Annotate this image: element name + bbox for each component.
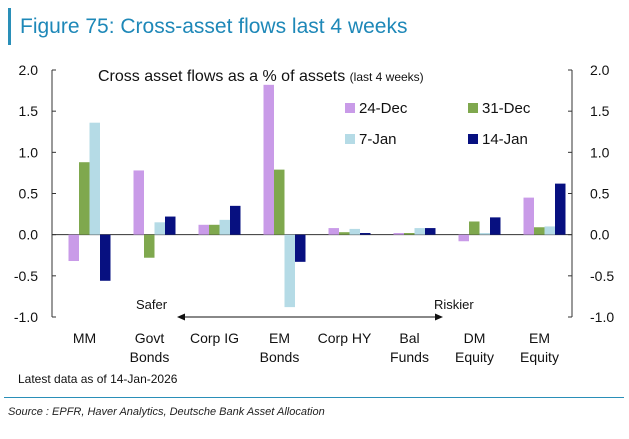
bar-14-jan [100,234,111,281]
x-tick-label: MM [73,330,96,346]
bar-7-jan [154,222,165,235]
bar-31-dec [79,162,90,235]
bar-24-dec [133,170,144,235]
bar-7-jan [414,228,425,235]
y-tick-label-right: 0.0 [590,227,610,243]
bar-14-jan [425,228,436,235]
bar-31-dec [469,221,480,235]
chart-title: Cross asset flows as a % of assets (last… [98,68,424,85]
y-tick-label-left: 0.5 [19,186,39,202]
y-tick-label-left: -1.0 [14,309,38,325]
bar-7-jan [349,228,360,235]
legend-swatch-31-dec [468,103,478,113]
y-tick-label-right: 0.5 [590,186,610,202]
y-tick-label-right: 1.5 [590,103,610,119]
bar-7-jan [544,226,555,235]
legend-swatch-7-jan [345,134,355,144]
bar-7-jan [479,233,490,235]
annotation-arrow-right-head [435,313,443,321]
y-tick-label-left: 1.0 [19,144,39,160]
bar-7-jan [284,234,295,308]
safer-riskier-annotation: Safer Riskier [136,297,474,321]
bar-14-jan [230,205,241,235]
figure-title: Figure 75: Cross-asset flows last 4 week… [8,8,620,45]
bar-14-jan [295,234,306,262]
legend-label-24-dec: 24-Dec [359,100,408,117]
y-tick-label-left: 1.5 [19,103,39,119]
bar-7-jan [219,219,230,235]
bar-24-dec [523,197,534,235]
y-tick-label-right: 2.0 [590,62,610,78]
y-tick-label-right: 1.0 [590,144,610,160]
bar-7-jan [89,122,100,235]
bar-24-dec [393,233,404,235]
legend-swatch-14-jan [468,134,478,144]
x-tick-label: Corp IG [190,330,239,346]
tick-labels: -1.0 -1.0 -0.5 -0.5 0.0 0.0 0.5 0.5 1.0 1.0 1.5 1.5… [14,62,614,365]
y-tick-label-right: -1.0 [590,309,614,325]
x-tick-label: EM Equity [520,330,559,365]
bars [68,84,566,308]
bar-14-jan [165,216,176,235]
x-tick-label: Corp HY [318,330,372,346]
bar-31-dec [339,232,350,235]
y-tick-label-left: 2.0 [19,62,39,78]
bar-31-dec [534,227,545,235]
annotation-riskier: Riskier [434,297,474,312]
bar-24-dec [68,234,79,262]
source-divider [4,397,624,398]
annotation-arrow-left-head [177,313,185,321]
y-tick-label-right: -0.5 [590,268,614,284]
bar-14-jan [555,183,566,235]
chart-title-sub: (last 4 weeks) [350,70,424,84]
chart-title-main: Cross asset flows as a % of assets [98,68,345,85]
legend-label-7-jan: 7-Jan [359,131,397,148]
x-tick-label: Govt Bonds [130,330,170,365]
bar-24-dec [198,224,209,235]
legend-label-14-jan: 14-Jan [482,131,528,148]
legend: 24-Dec 31-Dec 7-Jan 14-Jan [345,100,531,148]
x-tick-label: DM Equity [455,330,494,365]
bar-31-dec [209,224,220,235]
bar-31-dec [274,169,285,235]
x-tick-label: Bal Funds [390,330,429,365]
bar-24-dec [328,228,339,235]
annotation-safer: Safer [136,297,168,312]
bar-24-dec [263,84,274,235]
y-tick-label-left: -0.5 [14,268,38,284]
bar-14-jan [360,233,371,235]
legend-label-31-dec: 31-Dec [482,100,531,117]
legend-swatch-24-dec [345,103,355,113]
x-tick-label: EM Bonds [260,330,300,365]
bar-31-dec [144,234,155,258]
bar-24-dec [458,234,469,242]
bar-31-dec [404,233,415,235]
source-text: Source : EPFR, Haver Analytics, Deutsche… [8,406,325,418]
y-tick-label-left: 0.0 [19,227,39,243]
bar-14-jan [490,217,501,235]
latest-data-note: Latest data as of 14-Jan-2026 [18,372,178,386]
